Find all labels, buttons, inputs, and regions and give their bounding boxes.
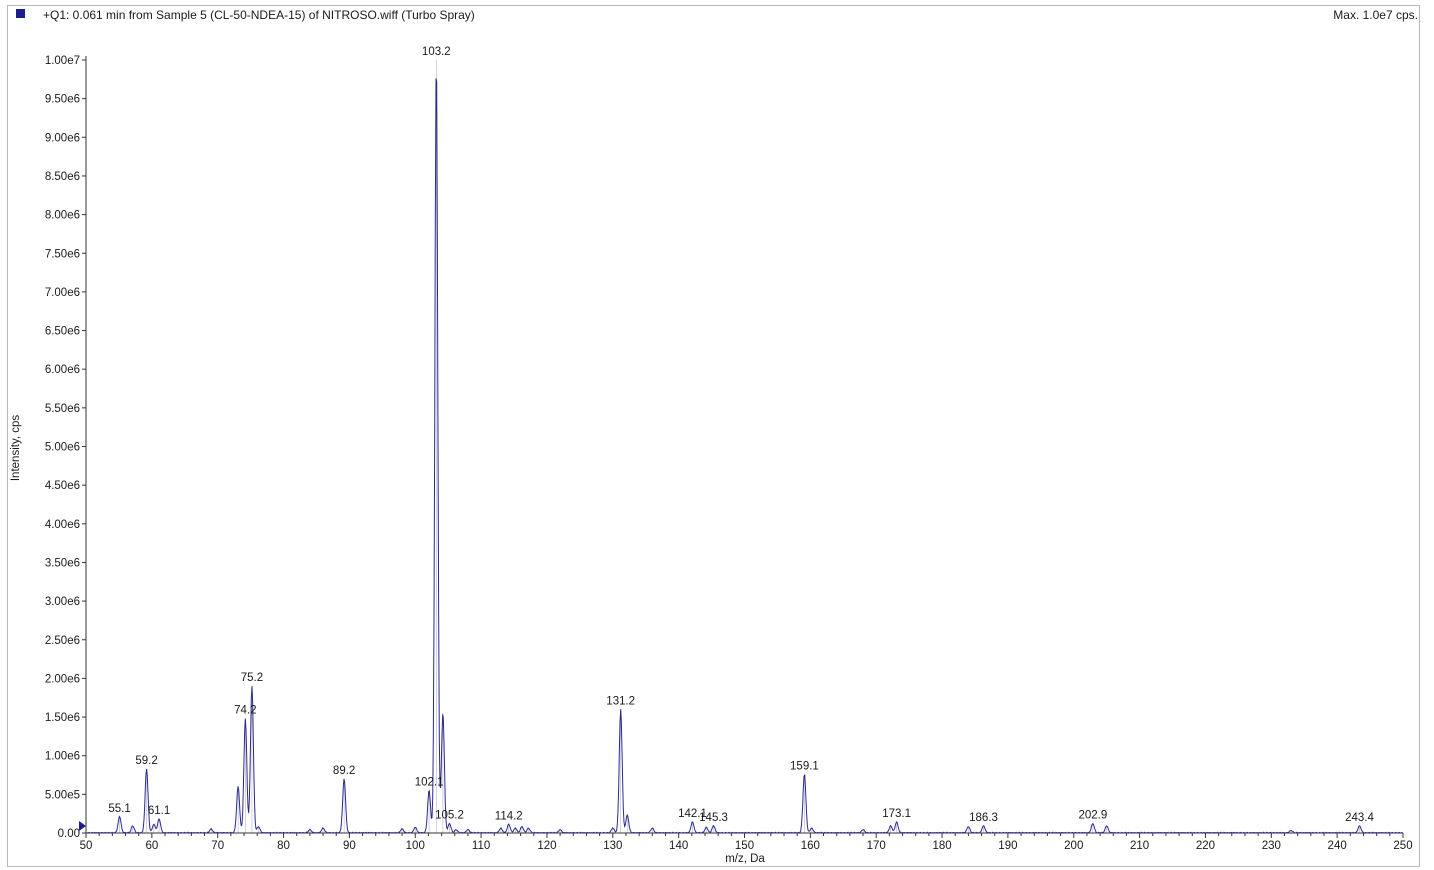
- y-tick-label: 1.50e6: [45, 712, 80, 724]
- x-tick-label: 90: [343, 840, 356, 852]
- x-tick-label: 140: [669, 840, 688, 852]
- y-tick-label: 5.00e5: [45, 789, 80, 801]
- peak-label: 202.9: [1078, 810, 1107, 822]
- x-tick-label: 250: [1393, 840, 1412, 852]
- y-tick-label: 5.00e6: [45, 442, 80, 454]
- y-tick-label: 2.50e6: [45, 635, 80, 647]
- y-tick-label: 8.00e6: [45, 210, 80, 222]
- y-tick-label: 7.50e6: [45, 248, 80, 260]
- peak-label: 102.1: [415, 776, 444, 788]
- x-axis-label: m/z, Da: [725, 853, 765, 865]
- x-tick-label: 110: [472, 840, 490, 852]
- peak-label: 74.2: [234, 705, 256, 717]
- y-tick-label: 3.00e6: [45, 596, 80, 608]
- chart-title: +Q1: 0.061 min from Sample 5 (CL-50-NDEA…: [43, 8, 475, 22]
- peak-label: 75.2: [241, 672, 263, 684]
- peak-label: 114.2: [495, 810, 523, 822]
- peak-label: 59.2: [135, 755, 157, 767]
- x-tick-label: 80: [277, 840, 290, 852]
- peak-label: 55.1: [108, 803, 130, 815]
- x-tick-label: 190: [998, 840, 1017, 852]
- peak-label: 131.2: [606, 695, 635, 707]
- y-tick-label: 4.50e6: [45, 480, 80, 492]
- y-tick-label: 6.50e6: [45, 326, 80, 338]
- x-tick-label: 210: [1130, 840, 1149, 852]
- peak-label: 105.2: [435, 810, 464, 822]
- y-tick-label: 5.50e6: [45, 403, 80, 415]
- x-tick-label: 70: [211, 840, 224, 852]
- y-tick-label: 3.50e6: [45, 557, 80, 569]
- peak-label: 103.2: [422, 46, 451, 58]
- peak-label: 243.4: [1345, 812, 1374, 824]
- x-tick-label: 150: [735, 840, 754, 852]
- chart-frame: [7, 5, 1420, 867]
- y-tick-label: 9.00e6: [45, 132, 80, 144]
- y-tick-label: 1.00e6: [45, 751, 80, 763]
- x-tick-label: 160: [801, 840, 820, 852]
- x-tick-label: 230: [1262, 840, 1281, 852]
- x-tick-label: 60: [145, 840, 158, 852]
- max-intensity-label: Max. 1.0e7 cps.: [1333, 8, 1418, 22]
- peak-label: 173.1: [882, 808, 911, 820]
- x-tick-label: 100: [406, 840, 425, 852]
- y-tick-label: 6.00e6: [45, 364, 80, 376]
- x-tick-label: 240: [1328, 840, 1347, 852]
- y-tick-label: 7.00e6: [45, 287, 80, 299]
- peak-label: 145.3: [699, 812, 728, 824]
- peak-label: 159.1: [790, 760, 819, 772]
- y-tick-label: 2.00e6: [45, 673, 80, 685]
- x-tick-label: 50: [80, 840, 93, 852]
- x-tick-label: 120: [537, 840, 556, 852]
- peak-label: 186.3: [969, 812, 998, 824]
- peak-label: 61.1: [148, 805, 170, 817]
- peak-label: 89.2: [333, 765, 355, 777]
- y-tick-label: 9.50e6: [45, 94, 80, 106]
- y-tick-label: 8.50e6: [45, 171, 80, 183]
- x-tick-label: 220: [1196, 840, 1215, 852]
- x-tick-label: 180: [932, 840, 951, 852]
- x-tick-label: 170: [867, 840, 886, 852]
- cursor-marker-icon: [79, 821, 86, 831]
- y-tick-label: 4.00e6: [45, 519, 80, 531]
- x-tick-label: 200: [1064, 840, 1083, 852]
- legend-marker-icon: [16, 9, 25, 18]
- x-tick-label: 130: [603, 840, 622, 852]
- y-tick-label: 1.00e7: [45, 55, 80, 67]
- peak-label: 142.1: [678, 808, 707, 820]
- spectrum-trace: [85, 78, 1404, 834]
- y-tick-label: 0.00: [58, 828, 80, 840]
